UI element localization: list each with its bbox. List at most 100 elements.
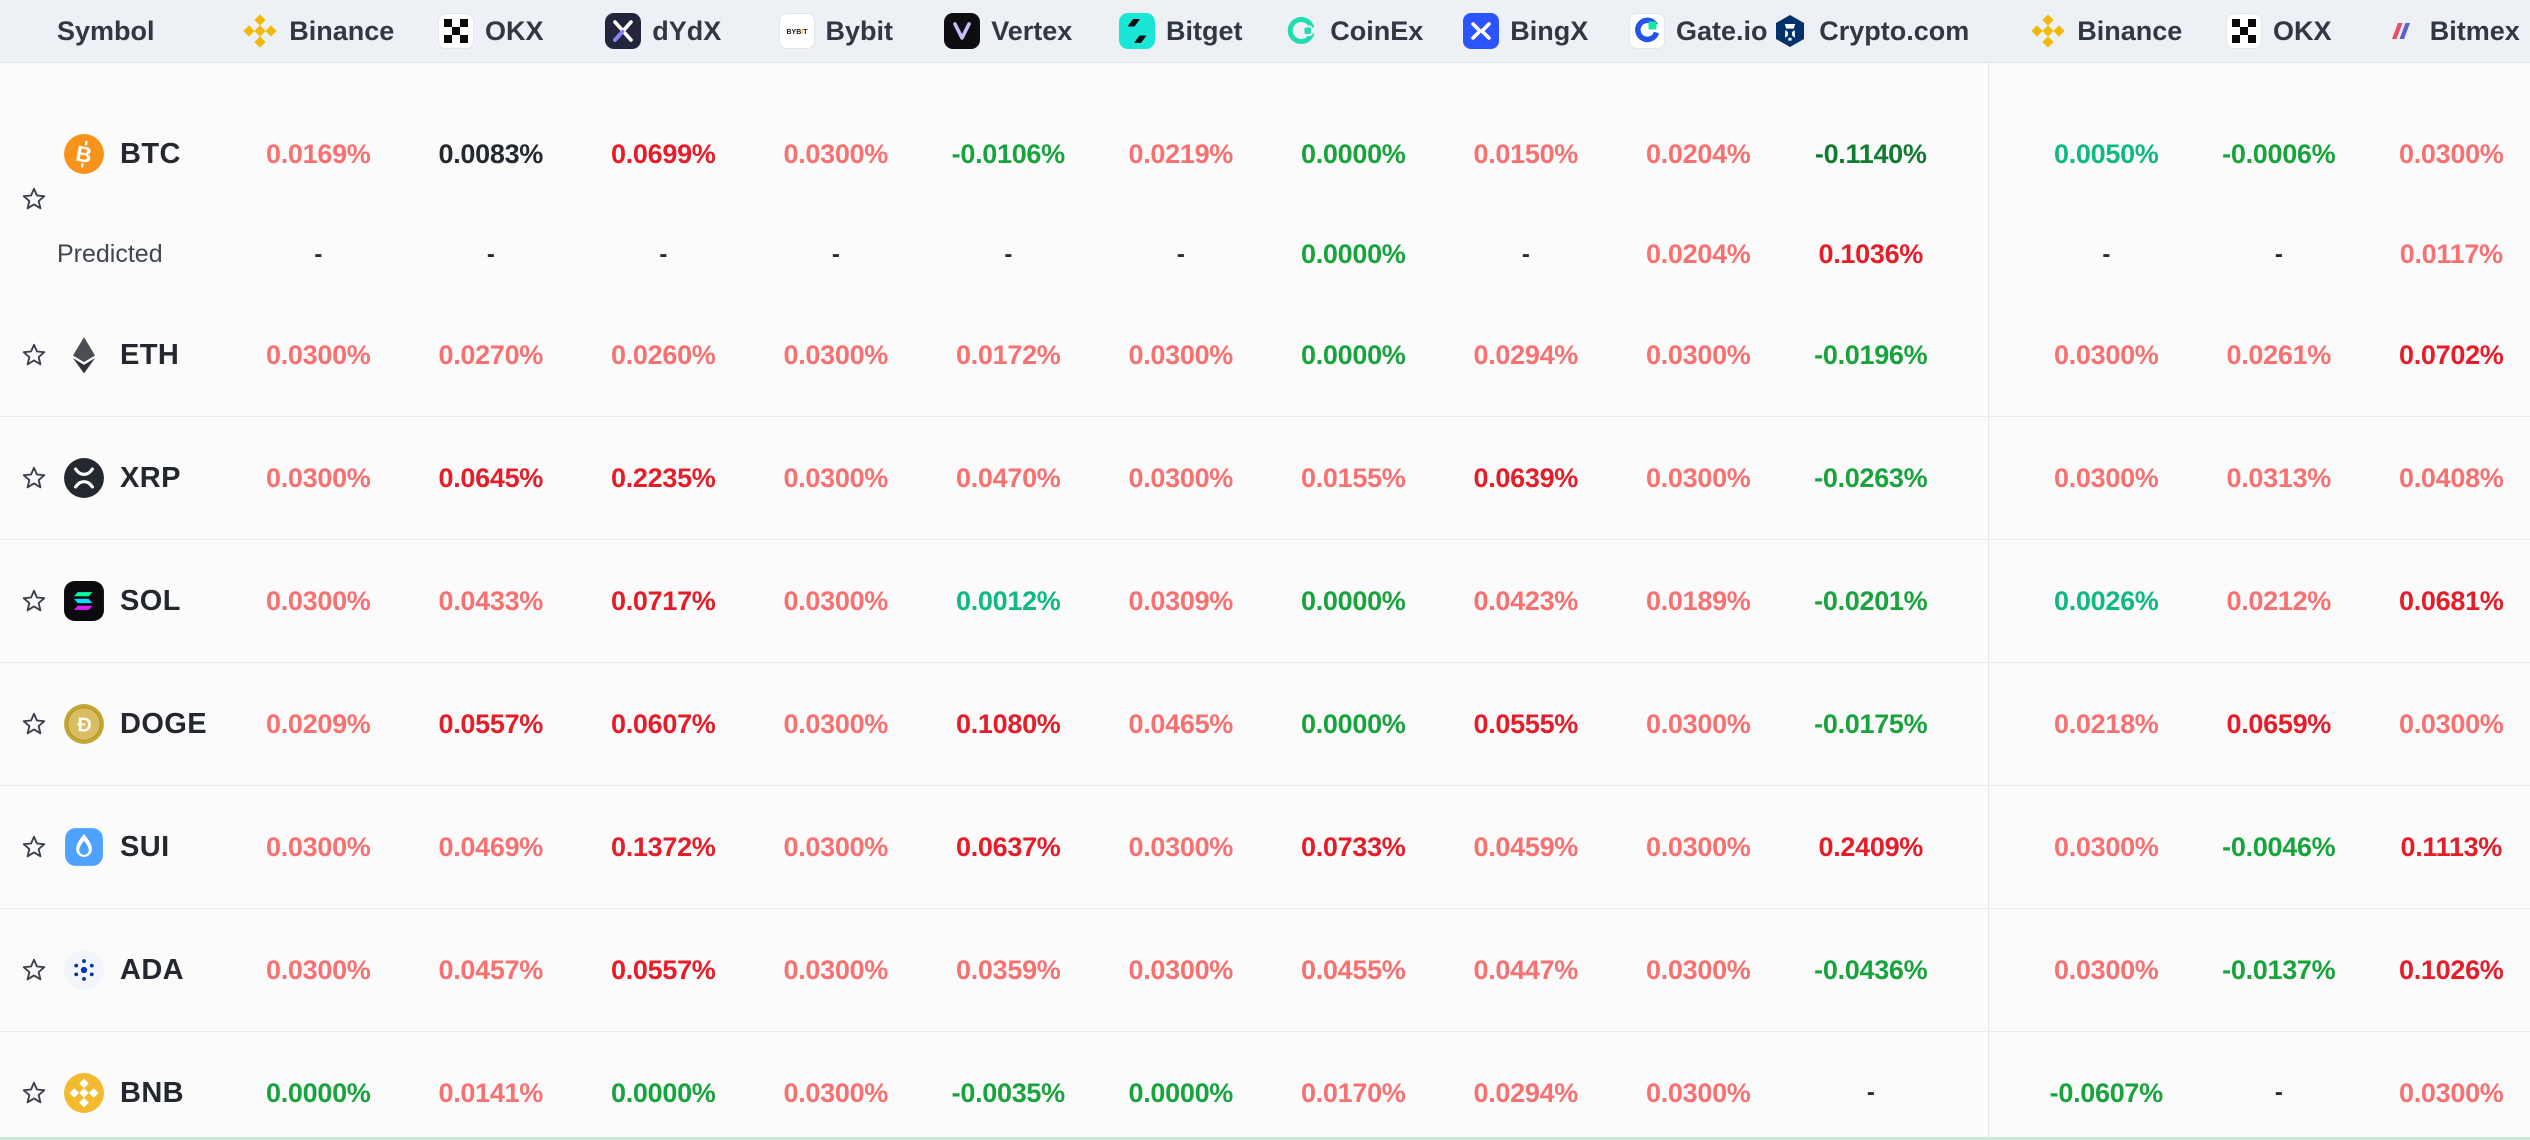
star-icon[interactable] bbox=[20, 341, 48, 369]
row-sui[interactable]: SUI 0.0300% 0.0469% 0.1372% 0.0300% 0.0637% 0.… bbox=[0, 786, 2530, 909]
rate-cell: 0.0300% bbox=[750, 340, 923, 371]
column-header-okx: OKX bbox=[2193, 13, 2366, 49]
rate-cell: 0.0300% bbox=[232, 832, 405, 863]
rate-cell: 0.0300% bbox=[1612, 463, 1785, 494]
bnb-icon bbox=[63, 1072, 105, 1114]
rate-cell: 0.1113% bbox=[2365, 832, 2530, 863]
symbol-cell: ADA bbox=[0, 949, 232, 991]
rate-cell: 0.0083% bbox=[405, 139, 578, 170]
symbol-label: XRP bbox=[120, 461, 181, 494]
symbol-cell: SOL bbox=[0, 580, 232, 622]
sui-icon bbox=[63, 826, 105, 868]
row-btc-predicted[interactable]: Predicted - - - - - - 0.0000% - 0.0204% 0.1036% - - 0… bbox=[0, 215, 2530, 294]
rate-cell: 0.0717% bbox=[577, 586, 750, 617]
rate-value: 0.0294% bbox=[1473, 339, 1579, 370]
star-icon[interactable] bbox=[20, 956, 48, 984]
rate-value: 0.0300% bbox=[1128, 831, 1234, 862]
rate-cell: 0.0681% bbox=[2365, 586, 2530, 617]
rate-cell: 0.0309% bbox=[1095, 586, 1268, 617]
symbol-label: BTC bbox=[120, 137, 181, 170]
symbol-header-label: Symbol bbox=[57, 15, 155, 46]
rate-cell: 0.0447% bbox=[1440, 955, 1613, 986]
rate-cell: 0.1036% bbox=[1785, 239, 1958, 270]
rate-value: 0.0270% bbox=[438, 339, 544, 370]
row-btc[interactable]: B BTC 0.0169% 0.0083% 0.0699% 0.0300% -0.0106%… bbox=[0, 93, 2530, 215]
rate-cell: 0.0000% bbox=[232, 1078, 405, 1109]
column-header-label: Vertex bbox=[991, 15, 1073, 46]
rate-cell: 0.0639% bbox=[1440, 463, 1613, 494]
sol-icon bbox=[63, 580, 105, 622]
rate-value: 0.0455% bbox=[1301, 954, 1406, 985]
rate-value: 0.0469% bbox=[438, 831, 544, 862]
row-eth[interactable]: ETH 0.0300% 0.0270% 0.0260% 0.0300% 0.0172% 0.… bbox=[0, 294, 2530, 417]
row-doge[interactable]: Ð DOGE 0.0209% 0.0557% 0.0607% 0.0300% 0.1080%… bbox=[0, 663, 2530, 786]
star-icon[interactable] bbox=[20, 710, 48, 738]
doge-icon: Ð bbox=[63, 703, 105, 745]
rate-cell: -0.0196% bbox=[1785, 340, 1958, 371]
rate-cell: 0.0000% bbox=[1267, 586, 1440, 617]
star-icon[interactable] bbox=[20, 833, 48, 861]
rate-value: 0.0000% bbox=[1301, 339, 1406, 370]
symbol-label: SOL bbox=[120, 584, 181, 617]
rate-cell: 0.0300% bbox=[1612, 340, 1785, 371]
rate-cell: 0.0470% bbox=[922, 463, 1095, 494]
rate-cell: - bbox=[405, 241, 578, 269]
column-header-gateio: Gate.io bbox=[1612, 13, 1785, 49]
rate-cell: 0.0155% bbox=[1267, 463, 1440, 494]
rate-value: 0.0300% bbox=[2054, 462, 2159, 493]
rate-value: -0.0175% bbox=[1814, 708, 1928, 739]
rate-cell: 0.0300% bbox=[1612, 832, 1785, 863]
rate-cell: 0.0169% bbox=[232, 139, 405, 170]
rate-value: 0.0459% bbox=[1473, 831, 1579, 862]
rate-cell: 0.0659% bbox=[2193, 709, 2366, 740]
rate-cell: 0.0050% bbox=[2020, 139, 2193, 170]
rate-value: 0.0699% bbox=[611, 138, 716, 169]
dydx-icon bbox=[605, 13, 642, 49]
rate-cell: 0.0300% bbox=[232, 586, 405, 617]
rate-value: 0.0300% bbox=[1128, 339, 1234, 370]
rate-value: 0.0300% bbox=[2054, 831, 2159, 862]
rate-value: 0.0150% bbox=[1473, 138, 1579, 169]
okx-icon bbox=[2225, 13, 2262, 49]
row-group-btc[interactable]: B BTC 0.0169% 0.0083% 0.0699% 0.0300% -0.0106%… bbox=[0, 63, 2530, 294]
row-sol[interactable]: SOL 0.0300% 0.0433% 0.0717% 0.0300% 0.0012% 0.… bbox=[0, 540, 2530, 663]
column-header-label: Crypto.com bbox=[1819, 15, 1970, 46]
rate-cell: -0.0436% bbox=[1785, 955, 1958, 986]
row-xrp[interactable]: XRP 0.0300% 0.0645% 0.2235% 0.0300% 0.0470% 0.… bbox=[0, 417, 2530, 540]
column-header-label: Binance bbox=[2077, 15, 2183, 46]
rate-value: 0.0012% bbox=[956, 585, 1061, 616]
no-data-dash: - bbox=[2102, 240, 2111, 268]
rate-cell: 0.0300% bbox=[1095, 955, 1268, 986]
rate-value: 0.0557% bbox=[611, 954, 716, 985]
no-data-dash: - bbox=[314, 240, 323, 268]
rate-cell: 0.0459% bbox=[1440, 832, 1613, 863]
rate-cell: 0.0408% bbox=[2365, 463, 2530, 494]
row-bnb[interactable]: BNB 0.0000% 0.0141% 0.0000% 0.0300% -0.0035% 0… bbox=[0, 1032, 2530, 1140]
rate-cell: 0.0300% bbox=[1612, 1078, 1785, 1109]
rate-value: 0.0000% bbox=[1128, 1077, 1234, 1108]
rate-cell: - bbox=[2020, 241, 2193, 269]
row-ada[interactable]: ADA 0.0300% 0.0457% 0.0557% 0.0300% 0.0359% 0.… bbox=[0, 909, 2530, 1032]
rate-value: -0.0006% bbox=[2222, 138, 2336, 169]
rate-value: 0.0300% bbox=[266, 954, 371, 985]
rate-cell: 0.0455% bbox=[1267, 955, 1440, 986]
rate-value: 0.0141% bbox=[438, 1077, 544, 1108]
star-icon[interactable] bbox=[20, 1079, 48, 1107]
rate-value: 0.0261% bbox=[2226, 339, 2332, 370]
column-header-label: Bybit bbox=[825, 15, 894, 46]
table-header: Symbol Binance OKX dYdX BYBIT Bybit Vertex Bit… bbox=[0, 0, 2530, 63]
no-data-dash: - bbox=[1866, 1079, 1875, 1106]
rate-cell: 0.0300% bbox=[2365, 1078, 2530, 1109]
rate-value: 0.0294% bbox=[1473, 1077, 1579, 1108]
rate-cell: 0.0607% bbox=[577, 709, 750, 740]
rate-cell: 0.0300% bbox=[1612, 955, 1785, 986]
rate-value: 0.0189% bbox=[1646, 585, 1751, 616]
symbol-cell: Ð DOGE bbox=[0, 703, 232, 745]
rate-value: 0.0300% bbox=[1646, 954, 1751, 985]
svg-text:Ð: Ð bbox=[77, 714, 91, 736]
star-icon[interactable] bbox=[20, 185, 48, 213]
star-icon[interactable] bbox=[20, 587, 48, 615]
okx-icon bbox=[437, 13, 474, 49]
rate-cell: 0.0218% bbox=[2020, 709, 2193, 740]
star-icon[interactable] bbox=[20, 464, 48, 492]
